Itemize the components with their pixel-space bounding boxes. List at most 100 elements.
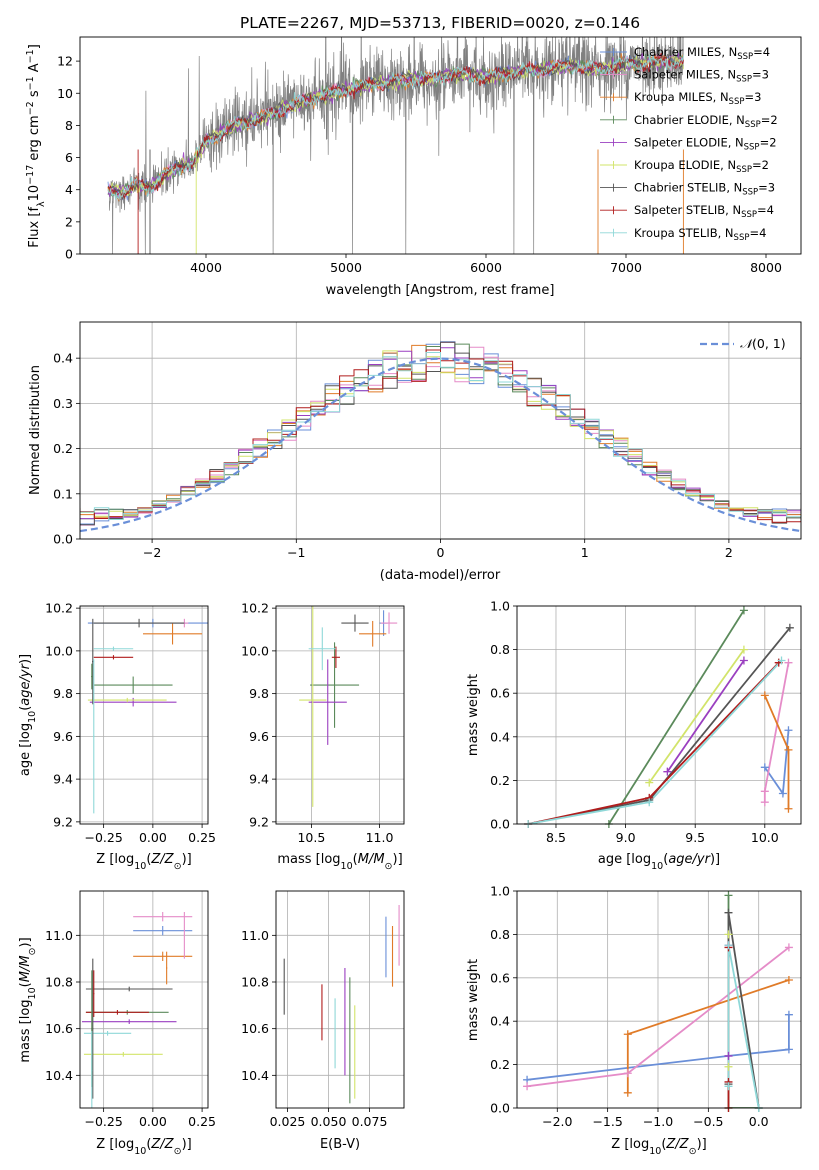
- residuals-xtick-label-2: 0: [437, 545, 445, 560]
- spectrum-ylabel: Flux [fλ10−17 erg cm−2 s−1 A−1]: [25, 44, 47, 248]
- massweight_vs_age-ytick-label-1: 0.2: [490, 773, 510, 788]
- massweight_vs_age-marker-7-0: [760, 798, 769, 807]
- spectrum-ytick-label-4: 8: [65, 118, 73, 133]
- massweight_vs_Z-ytick-label-3: 0.6: [490, 970, 510, 985]
- age_vs_Z-xtick-label-2: 0.25: [188, 830, 216, 845]
- age_vs_mass-ytick-label-3: 9.8: [249, 686, 269, 701]
- age_vs_Z-plot: [87, 618, 208, 814]
- spectrum-legend: Chabrier MILES, NSSP=4 Salpeter MILES, NS…: [600, 45, 778, 243]
- spectrum-ytick-label-3: 6: [65, 150, 73, 165]
- age_vs_mass-ytick-label-2: 9.6: [249, 729, 269, 744]
- massweight_vs_Z-marker-0-2: [784, 1045, 793, 1054]
- age_vs_mass-frame: [275, 605, 405, 825]
- mass_vs_ebv-frame: [275, 890, 405, 1109]
- mass_vs_ebv-axes: 0.025 0.050 0.075 10.4 10.6 10.8 11.0 E(B-V): [241, 890, 405, 1152]
- mass_vs_ebv-ytick-label-3: 11.0: [241, 928, 269, 943]
- massweight_vs_Z-marker-2-1: [623, 1030, 632, 1039]
- massweight_vs_age-marker-8-1: [784, 745, 793, 754]
- residuals-xtick-label-3: 1: [581, 545, 589, 560]
- mass_vs_Z-ytick-label-1: 10.6: [45, 1021, 73, 1036]
- massweight_vs_age-xtick-label-2: 9.5: [685, 830, 705, 845]
- residuals-ytick-label-1: 0.1: [53, 486, 73, 501]
- residuals-ylabel: Normed distribution: [28, 365, 43, 495]
- massweight_vs_Z-xtick-label-0: −2.0: [542, 1114, 572, 1129]
- legend-label-5: Kroupa ELODIE, NSSP=2: [634, 158, 769, 175]
- age_vs_Z-ytick-label-4: 10.0: [45, 643, 73, 658]
- massweight_vs_Z-marker-3-0: [724, 891, 733, 900]
- legend-label-0: Chabrier MILES, NSSP=4: [634, 45, 770, 62]
- massweight_vs_Z-marker-1-0: [523, 1082, 532, 1091]
- massweight_vs_Z-line-8: [727, 945, 760, 1108]
- mass-vs-ebv-xlabel: E(B-V): [320, 1137, 360, 1152]
- legend-label-7: Salpeter STELIB, NSSP=4: [634, 203, 774, 220]
- massweight_vs_age-ytick-label-5: 1.0: [490, 599, 510, 614]
- age_vs_mass-xtick-label-0: 10.5: [297, 830, 325, 845]
- spectrum-xtick-label-2: 6000: [470, 260, 502, 275]
- spectrum-plot: [107, 37, 684, 254]
- mass-vs-Z-xlabel: Z [log10(Z/Z⊙)]: [96, 1137, 191, 1157]
- spectrum-xlabel: wavelength [Angstrom, rest frame]: [326, 283, 555, 298]
- massweight_vs_age-axes: 8.5 9.0 9.5 10.0 0.0 0.2 0.4 0.6 0.8 1.0 age [log1…: [466, 599, 802, 872]
- massweight_vs_Z-xtick-label-2: −1.0: [643, 1114, 673, 1129]
- massweight_vs_Z-marker-0-3: [784, 1010, 793, 1019]
- spectrum-xtick-label-4: 8000: [750, 260, 782, 275]
- massweight_vs_Z-marker-4-1: [724, 1051, 733, 1060]
- normal-curve: [80, 357, 801, 533]
- mass_vs_Z-ytick-label-0: 10.4: [45, 1068, 73, 1083]
- massweight_vs_Z-xtick-label-4: 0.0: [749, 1114, 769, 1129]
- massweight_vs_Z-marker-5-0: [724, 930, 733, 939]
- spectrum-ytick-label-0: 0: [65, 247, 73, 262]
- massweight_vs_age-ytick-label-2: 0.4: [490, 729, 510, 744]
- massweight_vs_Z-marker-2-2: [784, 975, 793, 984]
- massweight_vs_age-line-2: [666, 659, 745, 773]
- massweight_vs_age-line-7: [763, 662, 790, 803]
- massweight_vs_age-marker-3-2: [785, 623, 794, 632]
- residual-hist-8: [80, 352, 801, 521]
- massweight_vs_Z-axes: −2.0 −1.5 −1.0 −0.5 0.0 0.0 0.2 0.4 0.6 0.8 1.0 Z […: [466, 884, 802, 1157]
- residuals-axes: −2 −1 0 1 2 0.0 0.1 0.2 0.3 0.4 𝒩(0, 1) (data-model…: [28, 321, 802, 583]
- age_vs_mass-xtick-label-1: 11.0: [366, 830, 394, 845]
- spectrum-xtick-label-0: 4000: [190, 260, 222, 275]
- residuals-ytick-label-3: 0.3: [53, 396, 73, 411]
- massweight_vs_age-marker-7-2: [784, 658, 793, 667]
- spectrum-xtick-label-1: 5000: [330, 260, 362, 275]
- massweight_vs_age-xtick-label-1: 9.0: [616, 830, 636, 845]
- mw-vs-Z-xlabel: Z [log10(Z/Z⊙)]: [611, 1137, 706, 1157]
- massweight_vs_age-xtick-label-3: 10.0: [751, 830, 779, 845]
- mass_vs_ebv-xtick-label-0: 0.025: [270, 1114, 306, 1129]
- age_vs_Z-xtick-label-1: 0.00: [139, 830, 167, 845]
- mass_vs_Z-ytick-label-2: 10.8: [45, 975, 73, 990]
- massweight_vs_age-line-0: [608, 609, 745, 824]
- massweight_vs_age-marker-8-2: [784, 804, 793, 813]
- mass_vs_ebv-ytick-label-2: 10.8: [241, 975, 269, 990]
- spectrum-data-line: [107, 37, 684, 254]
- age-vs-Z-xlabel: Z [log10(Z/Z⊙)]: [96, 852, 191, 872]
- massweight_vs_Z-marker-6-1: [724, 908, 733, 917]
- massweight_vs_Z-ytick-label-5: 1.0: [490, 884, 510, 899]
- mass_vs_ebv-ytick-label-1: 10.6: [241, 1021, 269, 1036]
- massweight_vs_age-marker-1-1: [739, 645, 748, 654]
- mw-vs-age-xlabel: age [log10(age/yr)]: [598, 852, 720, 872]
- spectrum-ytick-label-1: 2: [65, 214, 73, 229]
- mass-vs-Z-ylabel: mass [log10(M/M⊙)]: [18, 937, 38, 1062]
- spectrum-ytick-label-2: 4: [65, 182, 73, 197]
- residuals-ytick-label-4: 0.4: [53, 351, 73, 366]
- age_vs_Z-axes: −0.25 0.00 0.25 9.2 9.4 9.6 9.8 10.0 10.2 Z [log1…: [18, 601, 216, 872]
- massweight_vs_age-marker-6-2: [784, 726, 793, 735]
- spectrum-model-line-8: [107, 54, 684, 201]
- legend-label-6: Chabrier STELIB, NSSP=3: [634, 181, 775, 198]
- massweight_vs_Z-marker-5-1: [724, 1062, 733, 1071]
- massweight_vs_Z-marker-1-2: [784, 943, 793, 952]
- residuals-ytick-label-0: 0.0: [53, 532, 73, 547]
- massweight_vs_age-marker-5-2: [777, 656, 786, 665]
- legend-label-4: Salpeter ELODIE, NSSP=2: [634, 135, 777, 152]
- massweight_vs_age-plot: [527, 609, 791, 824]
- age_vs_Z-ytick-label-5: 10.2: [45, 601, 73, 616]
- age-vs-mass-xlabel: mass [log10(M/M⊙)]: [277, 852, 402, 872]
- mass_vs_Z-xtick-label-1: 0.00: [139, 1114, 167, 1129]
- massweight_vs_age-ytick-label-4: 0.8: [490, 642, 510, 657]
- massweight_vs_age-ytick-label-0: 0.0: [490, 817, 510, 832]
- massweight_vs_age-xtick-label-0: 8.5: [546, 830, 566, 845]
- legend-label-8: Kroupa STELIB, NSSP=4: [634, 226, 766, 243]
